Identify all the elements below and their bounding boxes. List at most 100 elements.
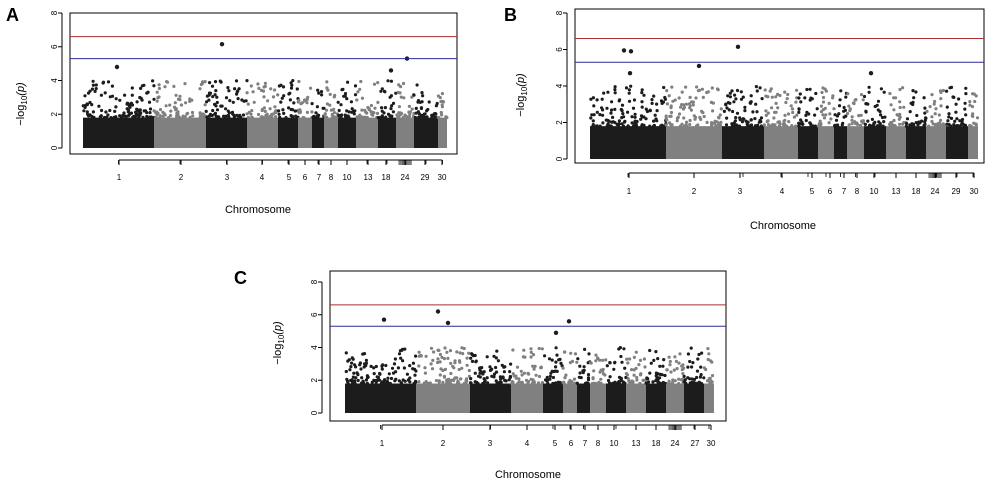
snp-point (968, 100, 972, 104)
snp-point (337, 108, 341, 113)
snp-point (749, 123, 754, 127)
snp-point (601, 113, 605, 117)
snp-point (821, 113, 825, 117)
snp-point (934, 107, 938, 111)
snp-point (591, 376, 595, 380)
significant-snp-point (114, 64, 120, 70)
snp-point (893, 124, 897, 128)
snp-point (974, 123, 978, 127)
snp-point (342, 94, 346, 98)
snp-point (768, 89, 772, 93)
snp-point (348, 368, 352, 372)
snp-point (823, 106, 827, 110)
snp-point (423, 366, 427, 370)
snp-point (613, 91, 617, 95)
snp-point (697, 381, 701, 385)
x-tick-label-chr-7: 7 (842, 187, 847, 196)
snp-point (658, 376, 662, 380)
snp-point (473, 353, 477, 358)
snp-point (407, 114, 411, 119)
snp-point (795, 113, 799, 117)
snp-point (233, 87, 237, 91)
snp-point (945, 105, 949, 109)
snp-point (99, 93, 103, 97)
snp-point (174, 108, 178, 112)
snp-point (894, 96, 898, 100)
snp-point (734, 97, 738, 101)
snp-point (790, 124, 794, 128)
snp-point (467, 351, 471, 355)
snp-point (867, 90, 871, 94)
snp-point (544, 378, 548, 382)
snp-point (575, 381, 579, 385)
significant-snp-point (628, 49, 634, 54)
snp-point (795, 88, 799, 92)
snp-point (353, 379, 357, 383)
snp-point (372, 366, 376, 370)
snp-point (230, 110, 235, 114)
snp-point (251, 90, 255, 94)
snp-point (623, 119, 627, 123)
snp-point (791, 110, 795, 115)
snp-point (592, 104, 596, 108)
snp-point (448, 349, 453, 353)
snp-point (924, 116, 928, 120)
snp-point (94, 83, 98, 87)
snp-point (106, 80, 111, 84)
snp-point (549, 371, 553, 375)
snp-point (482, 370, 486, 374)
snp-point (642, 123, 646, 127)
snp-point (292, 101, 296, 105)
snp-point (289, 81, 293, 85)
snp-point (892, 118, 896, 123)
snp-point (293, 109, 297, 113)
snp-point (599, 377, 603, 381)
snp-point (589, 361, 593, 365)
snp-point (613, 107, 617, 111)
snp-point (108, 108, 112, 113)
snp-point (562, 350, 567, 354)
snp-point (205, 100, 209, 104)
snp-point (835, 114, 840, 118)
snp-point (945, 122, 949, 126)
snp-point (405, 372, 409, 376)
snp-point (295, 87, 299, 91)
snp-point (404, 114, 409, 119)
chromosome-block (606, 383, 626, 413)
snp-point (145, 111, 149, 115)
snp-point (827, 101, 831, 105)
snp-point (713, 121, 717, 125)
snp-point (660, 101, 664, 105)
snp-point (461, 352, 465, 356)
snp-point (759, 124, 764, 128)
snp-point (639, 117, 643, 121)
snp-point (417, 380, 421, 384)
snp-point (310, 102, 314, 106)
snp-point (876, 99, 881, 103)
snp-point (658, 364, 662, 368)
panel-a-letter: A (6, 5, 19, 25)
snp-point (973, 99, 977, 104)
snp-point (803, 96, 807, 100)
snp-point (778, 93, 782, 98)
x-tick-label-chr-13: 13 (364, 173, 373, 182)
snp-point (340, 88, 344, 92)
snp-point (94, 87, 98, 91)
snp-point (164, 104, 168, 108)
snp-point (323, 113, 327, 117)
snp-point (546, 381, 550, 385)
snp-point (638, 381, 642, 386)
snp-point (587, 352, 591, 356)
snp-point (531, 364, 535, 368)
snp-point (674, 359, 679, 363)
snp-point (850, 115, 854, 119)
snp-point (442, 357, 446, 361)
snp-point (152, 109, 156, 113)
chromosome-block (338, 117, 356, 148)
snp-point (414, 111, 418, 115)
chromosome-block (798, 126, 818, 159)
snp-point (147, 100, 152, 104)
snp-point (804, 113, 808, 117)
snp-point (438, 360, 442, 364)
snp-point (814, 91, 818, 96)
